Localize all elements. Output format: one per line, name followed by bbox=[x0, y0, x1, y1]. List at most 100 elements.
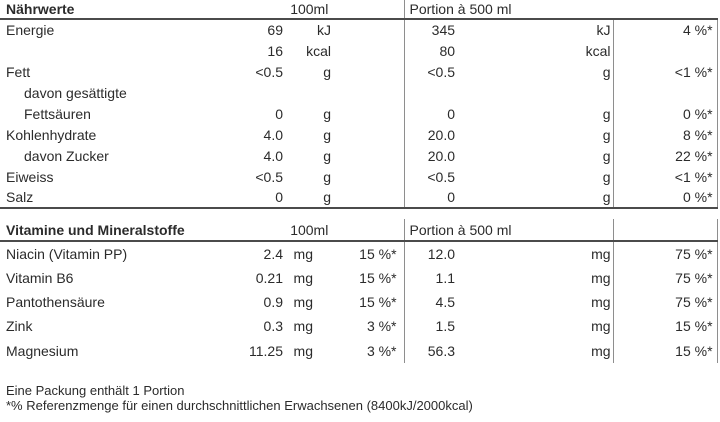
reference-percent-portion: 0 %* bbox=[612, 187, 718, 209]
nutrient-label: Salz bbox=[0, 187, 215, 209]
value-per-100ml: 0 bbox=[275, 105, 283, 122]
unit-per-100ml: kcal bbox=[306, 42, 331, 59]
table-row: Zink 0.3 mg 3 %* 1.5 mg 15 %* bbox=[0, 314, 718, 339]
column-header-portion: Portion à 500 ml bbox=[403, 0, 718, 20]
reference-percent-portion: 75 %* bbox=[612, 289, 718, 315]
reference-percent-100ml: 3 %* bbox=[366, 342, 397, 359]
value-per-portion bbox=[403, 82, 460, 103]
spacer-cell bbox=[333, 124, 404, 145]
value-per-100ml: 4.0 bbox=[263, 126, 283, 143]
value-per-portion: <0.5 bbox=[403, 166, 460, 187]
value-per-portion: 1.5 bbox=[403, 314, 460, 339]
reference-percent-portion: 0 %* bbox=[612, 103, 718, 124]
unit-per-portion: mg bbox=[591, 269, 611, 286]
unit-per-100ml: mg bbox=[293, 245, 313, 262]
reference-percent-portion: 15 %* bbox=[612, 314, 718, 339]
nutrient-label: davon gesättigte bbox=[24, 84, 127, 101]
nutrient-label: Magnesium bbox=[6, 342, 79, 359]
value-per-portion: 80 bbox=[403, 40, 460, 61]
value-per-100ml: 0.21 bbox=[255, 269, 283, 286]
unit-per-portion: g bbox=[602, 105, 611, 122]
value-per-100ml: 4.0 bbox=[263, 147, 283, 164]
unit-per-100ml: mg bbox=[293, 293, 313, 310]
vitamins-table-title: Vitamine und Mineralstoffe bbox=[0, 219, 215, 242]
table-row: davon Zucker 4.0 g 20.0 g 22 %* bbox=[0, 145, 718, 166]
reference-percent-100ml: 15 %* bbox=[359, 245, 397, 262]
column-header-100ml: 100ml bbox=[215, 0, 405, 20]
value-per-portion: <0.5 bbox=[403, 61, 460, 82]
table-row: Fettsäuren 0 g 0 g 0 %* bbox=[0, 103, 718, 124]
value-per-100ml: 16 bbox=[267, 42, 283, 59]
table-row: 16 kcal 80 kcal bbox=[0, 40, 718, 61]
unit-per-portion: g bbox=[602, 126, 611, 143]
value-per-100ml: 11.25 bbox=[249, 342, 283, 359]
table-row: Kohlenhydrate 4.0 g 20.0 g 8 %* bbox=[0, 124, 718, 145]
value-per-100ml: 69 bbox=[267, 22, 283, 38]
unit-per-100ml: g bbox=[323, 105, 331, 122]
value-per-100ml: 0 bbox=[215, 187, 285, 209]
unit-per-100ml: g bbox=[323, 168, 331, 185]
unit-per-portion: g bbox=[602, 147, 611, 164]
unit-per-100ml: g bbox=[323, 126, 331, 143]
unit-per-portion: g bbox=[602, 63, 611, 80]
table-row: Vitamin B6 0.21 mg 15 %* 1.1 mg 75 %* bbox=[0, 265, 718, 290]
nutrition-table-title: Nährwerte bbox=[0, 0, 215, 20]
reference-percent-portion: 15 %* bbox=[612, 338, 718, 363]
unit-per-100ml: g bbox=[323, 63, 331, 80]
unit-per-portion: kcal bbox=[585, 42, 611, 59]
spacer-cell bbox=[333, 40, 404, 61]
reference-note: *% Referenzmenge für einen durchschnittl… bbox=[6, 397, 473, 413]
reference-percent-portion: <1 %* bbox=[612, 166, 718, 187]
nutrient-label: Zink bbox=[6, 318, 33, 335]
unit-per-portion: kJ bbox=[596, 22, 611, 38]
reference-percent-portion: 8 %* bbox=[612, 124, 718, 145]
nutrient-label: Fettsäuren bbox=[24, 105, 91, 122]
reference-percent-100ml: 15 %* bbox=[359, 293, 397, 310]
value-per-100ml: <0.5 bbox=[255, 63, 283, 80]
spacer-cell bbox=[333, 61, 404, 82]
nutrition-table: Nährwerte 100ml Portion à 500 ml Energie… bbox=[0, 0, 718, 209]
nutrient-label: Niacin (Vitamin PP) bbox=[6, 245, 128, 262]
value-per-portion: 20.0 bbox=[403, 124, 460, 145]
reference-percent-100ml: 3 %* bbox=[366, 318, 397, 335]
unit-per-portion: mg bbox=[591, 342, 611, 359]
reference-percent-portion bbox=[612, 82, 718, 103]
unit-per-100ml: g bbox=[323, 147, 331, 164]
spacer-cell bbox=[333, 19, 404, 40]
unit-per-portion: mg bbox=[591, 245, 611, 262]
nutrient-label bbox=[0, 40, 215, 61]
table-row: Pantothensäure 0.9 mg 15 %* 4.5 mg 75 %* bbox=[0, 289, 718, 315]
value-per-100ml: 0.9 bbox=[263, 293, 283, 310]
value-per-portion: 1.1 bbox=[403, 265, 460, 290]
value-per-portion: 20.0 bbox=[403, 145, 460, 166]
reference-percent-portion: 75 %* bbox=[612, 241, 718, 266]
nutrient-label: Vitamin B6 bbox=[6, 269, 74, 286]
unit-per-100ml: mg bbox=[293, 269, 313, 286]
spacer-cell bbox=[333, 166, 404, 187]
value-per-100ml: <0.5 bbox=[255, 168, 283, 185]
footnotes: Eine Packung enthält 1 Portion *% Refere… bbox=[0, 383, 720, 413]
reference-percent-portion: 75 %* bbox=[612, 265, 718, 290]
table-row: Fett <0.5 g <0.5 g <1 %* bbox=[0, 61, 718, 82]
vitamins-minerals-table: Vitamine und Mineralstoffe 100ml Portion… bbox=[0, 219, 718, 363]
table-row: davon gesättigte bbox=[0, 82, 718, 103]
value-per-100ml: 2.4 bbox=[263, 245, 283, 262]
value-per-portion: 0 bbox=[403, 103, 460, 124]
unit-per-portion: mg bbox=[591, 318, 611, 335]
vitamins-table-header: Vitamine und Mineralstoffe 100ml Portion… bbox=[0, 219, 718, 242]
spacer-cell bbox=[333, 82, 404, 103]
reference-percent-portion bbox=[612, 40, 718, 61]
table-row: Salz 0 g 0 g 0 %* bbox=[0, 187, 718, 209]
unit-per-100ml: mg bbox=[293, 318, 313, 335]
nutrient-label: Kohlenhydrate bbox=[6, 126, 97, 143]
unit-per-portion: mg bbox=[591, 293, 611, 310]
nutrient-label: Pantothensäure bbox=[6, 293, 105, 310]
column-header-percent-empty bbox=[612, 219, 718, 242]
unit-per-100ml: kJ bbox=[317, 22, 331, 38]
unit-per-100ml: mg bbox=[293, 342, 313, 359]
table-row: Magnesium 11.25 mg 3 %* 56.3 mg 15 %* bbox=[0, 338, 718, 363]
table-row: Energie 69 kJ 345 kJ 4 %* bbox=[0, 19, 718, 40]
unit-per-100ml: g bbox=[285, 187, 333, 209]
nutrient-label: Fett bbox=[6, 63, 31, 80]
